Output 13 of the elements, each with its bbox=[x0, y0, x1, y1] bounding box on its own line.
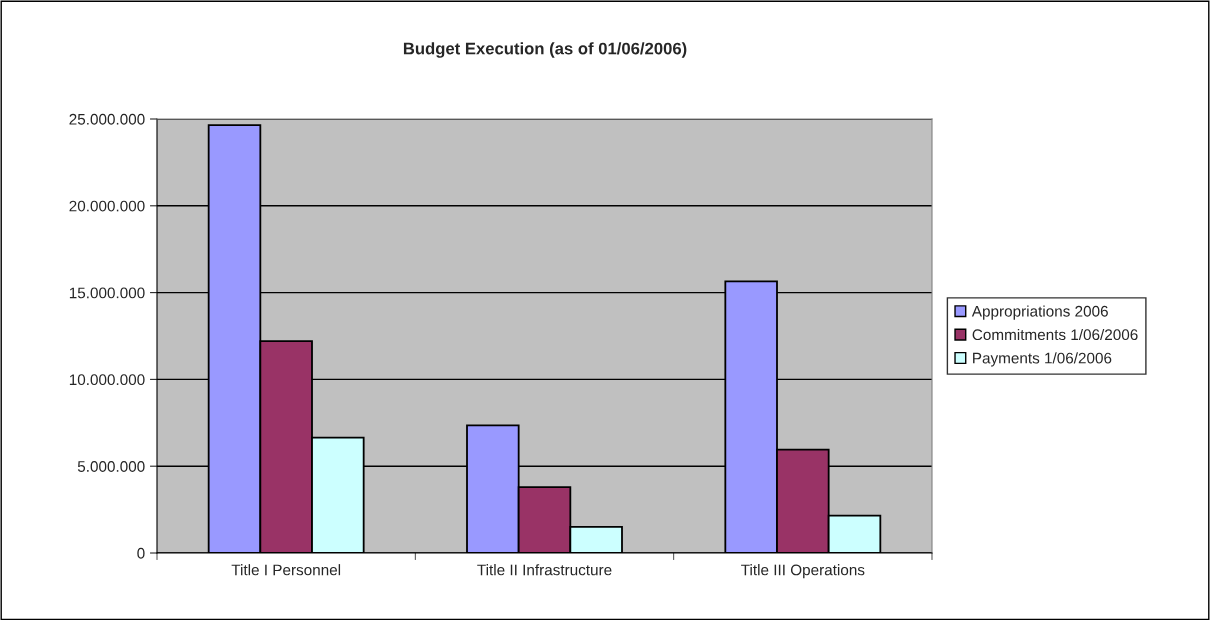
x-tick-label: Title I Personnel bbox=[231, 564, 341, 576]
y-tick-label: 25.000.000 bbox=[69, 113, 145, 125]
y-tick-label: 5.000.000 bbox=[77, 461, 145, 472]
x-tick-label: Title III Operations bbox=[741, 564, 865, 579]
legend-label: Commitments 1/06/2006 bbox=[972, 328, 1138, 341]
y-tick-label: 15.000.000 bbox=[69, 287, 145, 299]
x-tick-label: Title II Infrastructure bbox=[477, 564, 612, 576]
legend-label: Payments 1/06/2006 bbox=[973, 352, 1112, 367]
legend-label: Appropriations 2006 bbox=[971, 305, 1108, 320]
chart-title: Budget Execution (as of 01/06/2006) bbox=[403, 42, 687, 58]
y-tick-label: 20.000.000 bbox=[69, 200, 145, 212]
y-tick-label: 0 bbox=[137, 547, 145, 559]
y-tick-label: 10.000.000 bbox=[69, 374, 145, 386]
